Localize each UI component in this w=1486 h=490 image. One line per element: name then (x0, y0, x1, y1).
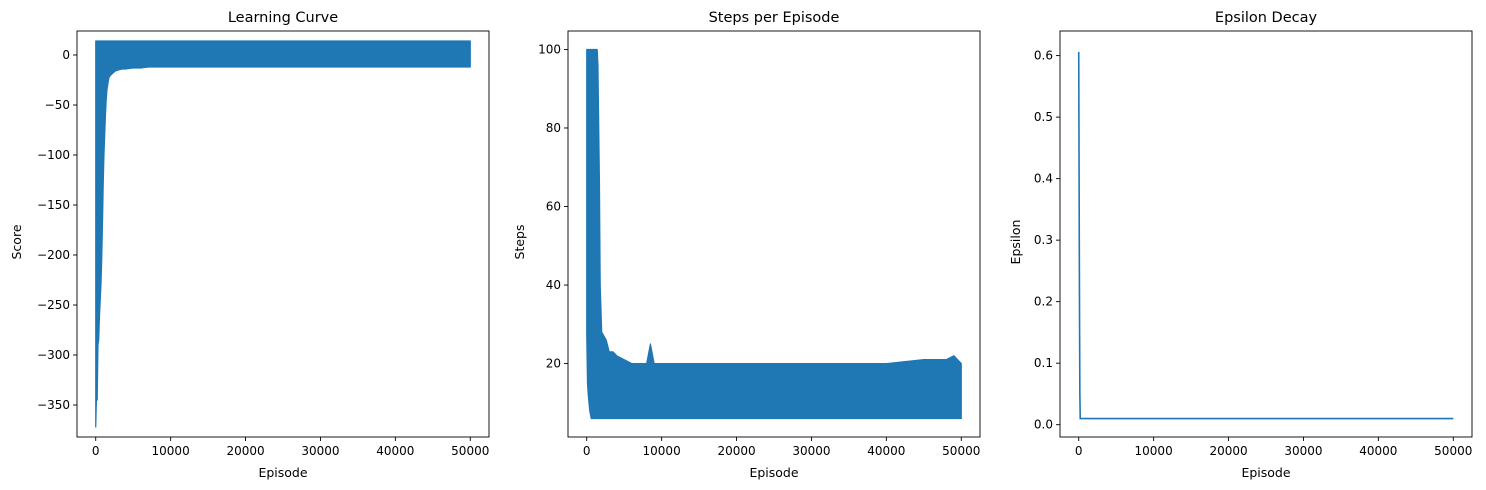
epsilon-decay-ytick-label: 0.1 (1034, 356, 1053, 370)
epsilon-decay-xtick-label: 30000 (1284, 444, 1322, 458)
learning-curve-xtick-label: 40000 (376, 444, 414, 458)
epsilon-decay-xtick-label: 10000 (1135, 444, 1173, 458)
learning-curve-xlabel: Episode (258, 465, 307, 480)
steps-per-episode-xtick-label: 40000 (867, 444, 905, 458)
learning-curve-ytick-label: −50 (45, 98, 70, 112)
steps-per-episode-panel: Steps per Episode Episode Steps 0 10000 20… (512, 10, 981, 480)
learning-curve-series-line (95, 40, 471, 428)
learning-curve-xtick-label: 50000 (451, 444, 489, 458)
steps-per-episode-xtick-label: 10000 (643, 444, 681, 458)
learning-curve-xtick-label: 10000 (152, 444, 190, 458)
steps-per-episode-axes-frame (567, 30, 981, 438)
steps-per-episode-title: Steps per Episode (709, 10, 840, 26)
steps-per-episode-ytick-label: 80 (546, 121, 561, 135)
steps-per-episode-ytick-label: 100 (538, 42, 561, 56)
epsilon-decay-ytick-label: 0.2 (1034, 295, 1053, 309)
learning-curve-axes-frame (76, 30, 490, 438)
learning-curve-panel: Learning Curve Episode Score 0 10000 20000… (9, 10, 490, 480)
epsilon-decay-title: Epsilon Decay (1215, 10, 1318, 26)
steps-per-episode-ylabel: Steps (512, 225, 527, 260)
epsilon-decay-xtick-label: 50000 (1434, 444, 1472, 458)
learning-curve-xtick-label: 20000 (226, 444, 264, 458)
learning-curve-ytick-label: 0 (62, 48, 70, 62)
epsilon-decay-ytick-label: 0.5 (1034, 110, 1053, 124)
learning-curve-ytick-label: −150 (37, 198, 70, 212)
learning-curve-title: Learning Curve (228, 10, 338, 26)
epsilon-decay-panel: Epsilon Decay Episode Epsilon 0 10000 2000… (1008, 10, 1473, 480)
learning-curve-ytick-label: −100 (37, 148, 70, 162)
learning-curve-ytick-label: −200 (37, 248, 70, 262)
learning-curve-xtick-label: 0 (92, 444, 100, 458)
epsilon-decay-ylabel: Epsilon (1008, 220, 1023, 265)
steps-per-episode-ytick-label: 60 (546, 200, 561, 214)
steps-per-episode-ytick-label: 20 (546, 357, 561, 371)
learning-curve-xtick-label: 30000 (301, 444, 339, 458)
steps-per-episode-xtick-label: 30000 (792, 444, 830, 458)
learning-curve-ytick-label: −300 (37, 348, 70, 362)
epsilon-decay-xtick-label: 20000 (1209, 444, 1247, 458)
epsilon-decay-series-line (1077, 51, 1454, 420)
epsilon-decay-xlabel: Episode (1241, 465, 1290, 480)
steps-per-episode-series-line (586, 48, 962, 420)
learning-curve-ytick-label: −250 (37, 298, 70, 312)
steps-per-episode-xtick-label: 0 (583, 444, 591, 458)
steps-per-episode-xtick-label: 20000 (717, 444, 755, 458)
epsilon-decay-ytick-label: 0.6 (1034, 49, 1053, 63)
epsilon-decay-xtick-label: 0 (1075, 444, 1083, 458)
epsilon-decay-ytick-label: 0.4 (1034, 172, 1053, 186)
steps-per-episode-xtick-label: 50000 (942, 444, 980, 458)
epsilon-decay-ytick-label: 0.0 (1034, 418, 1053, 432)
steps-per-episode-xlabel: Episode (749, 465, 798, 480)
learning-curve-ylabel: Score (9, 224, 24, 259)
learning-curve-ytick-label: −350 (37, 398, 70, 412)
epsilon-decay-ytick-label: 0.3 (1034, 233, 1053, 247)
epsilon-decay-xtick-label: 40000 (1359, 444, 1397, 458)
epsilon-decay-axes-frame (1059, 30, 1473, 438)
steps-per-episode-ytick-label: 40 (546, 278, 561, 292)
